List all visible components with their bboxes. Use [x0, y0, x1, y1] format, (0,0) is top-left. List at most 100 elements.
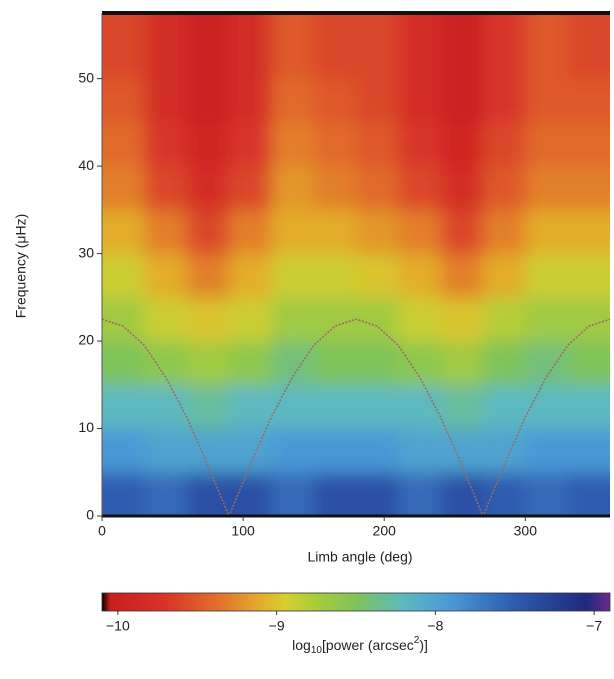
heat-cell — [568, 472, 614, 536]
colorbar-tick-label: −10 — [106, 618, 130, 634]
heat-cell — [398, 35, 441, 79]
heat-cell — [229, 297, 272, 341]
heat-cell — [398, 122, 441, 166]
heat-cell — [144, 122, 187, 166]
heat-cell — [441, 341, 484, 385]
heat-cell — [144, 297, 187, 341]
heat-cell — [568, 297, 614, 341]
heat-cell — [356, 385, 399, 429]
heat-cell — [568, 166, 614, 210]
heat-cell — [398, 210, 441, 254]
heat-cell — [356, 210, 399, 254]
heat-cell — [568, 210, 614, 254]
heat-cell — [314, 122, 357, 166]
heat-cell — [271, 385, 314, 429]
heat-cell — [525, 79, 568, 123]
y-axis-label: Frequency (μHz) — [13, 214, 29, 319]
heat-cell — [314, 210, 357, 254]
heat-cell — [441, 79, 484, 123]
heat-cell — [187, 472, 230, 536]
heat-cell — [441, 254, 484, 298]
heat-cell — [483, 0, 526, 35]
colorbar-label-part: log — [292, 637, 311, 653]
heat-cell — [144, 35, 187, 79]
heat-cell — [483, 122, 526, 166]
heat-cell — [187, 35, 230, 79]
heat-cell — [398, 0, 441, 35]
heat-cell — [525, 166, 568, 210]
heat-cell — [271, 297, 314, 341]
heat-cell — [229, 35, 272, 79]
heat-cell — [187, 341, 230, 385]
heat-cell — [525, 429, 568, 473]
x-tick-label: 0 — [98, 523, 106, 539]
heat-cell — [187, 122, 230, 166]
heat-cell — [144, 341, 187, 385]
heat-cell — [483, 385, 526, 429]
heat-cell — [525, 122, 568, 166]
heat-cell — [525, 0, 568, 35]
y-tick-label: 0 — [86, 507, 94, 523]
heat-cell — [82, 472, 145, 536]
heat-cell — [398, 166, 441, 210]
heat-cell — [568, 0, 614, 35]
heat-cell — [441, 429, 484, 473]
heat-cell — [187, 385, 230, 429]
heat-cell — [314, 472, 357, 536]
heat-cell — [144, 79, 187, 123]
x-tick-label: 100 — [231, 523, 255, 539]
heat-cell — [271, 341, 314, 385]
heat-cell — [82, 0, 145, 35]
heat-cell — [229, 0, 272, 35]
heat-cell — [441, 472, 484, 536]
heat-cell — [271, 210, 314, 254]
colorbar-label-part: [power (arcsec — [322, 637, 414, 653]
heat-cell — [568, 35, 614, 79]
heat-cell — [483, 341, 526, 385]
colorbar-tick-label: −7 — [586, 618, 602, 634]
heat-cell — [187, 166, 230, 210]
heat-cell — [525, 341, 568, 385]
heat-cell — [441, 385, 484, 429]
heat-cell — [441, 0, 484, 35]
heat-cell — [187, 210, 230, 254]
heat-cell — [144, 385, 187, 429]
heat-cell — [356, 166, 399, 210]
heat-cell — [187, 429, 230, 473]
heat-cell — [271, 429, 314, 473]
heat-cell — [568, 429, 614, 473]
y-tick-label: 20 — [78, 332, 94, 348]
heat-cell — [187, 297, 230, 341]
y-tick-label: 40 — [78, 157, 94, 173]
heat-cell — [441, 297, 484, 341]
heat-cell — [525, 297, 568, 341]
heat-cell — [356, 0, 399, 35]
x-tick-label: 200 — [373, 523, 397, 539]
colorbar-label-part: )] — [419, 637, 428, 653]
heat-cell — [441, 210, 484, 254]
heat-cell — [144, 429, 187, 473]
heat-cell — [441, 122, 484, 166]
heat-cell — [271, 254, 314, 298]
heat-cell — [314, 429, 357, 473]
heat-cell — [314, 341, 357, 385]
heat-cell — [483, 79, 526, 123]
heat-cell — [144, 472, 187, 536]
heat-cell — [144, 254, 187, 298]
heat-cell — [356, 35, 399, 79]
heat-cell — [144, 166, 187, 210]
heat-cell — [356, 79, 399, 123]
heat-cell — [356, 254, 399, 298]
heat-cell — [398, 79, 441, 123]
heat-cell — [483, 254, 526, 298]
heat-cell — [525, 210, 568, 254]
y-tick-label: 10 — [78, 419, 94, 435]
heat-cell — [144, 210, 187, 254]
heat-cell — [441, 35, 484, 79]
heat-cell — [229, 166, 272, 210]
heat-cell — [271, 79, 314, 123]
heat-cell — [314, 254, 357, 298]
heat-cell — [229, 210, 272, 254]
heat-cell — [483, 210, 526, 254]
